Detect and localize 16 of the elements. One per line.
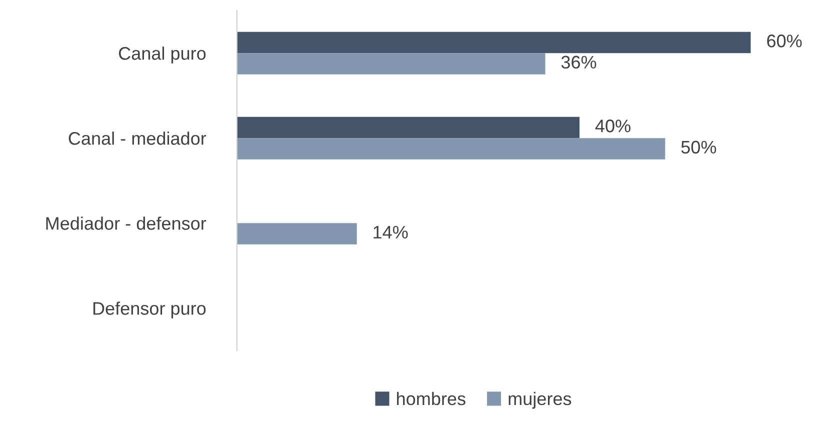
y-tick-label: Defensor puro (93, 302, 206, 318)
y-tick-label: Canal - mediador (68, 132, 206, 145)
data-label: 14% (374, 226, 408, 239)
bar (236, 116, 580, 138)
legend-label: mujeres (508, 392, 572, 409)
y-tick-label: Mediador - defensor (46, 216, 206, 230)
data-label: 50% (681, 140, 716, 154)
legend-label: hombres (397, 392, 466, 406)
data-label: 40% (595, 120, 630, 132)
data-label: 60% (767, 34, 802, 48)
bar (236, 138, 666, 160)
bar (236, 32, 751, 54)
bar (236, 223, 357, 244)
y-tick-label: Canal puro (118, 46, 206, 64)
bar (236, 53, 546, 74)
data-label: 36% (561, 56, 596, 69)
